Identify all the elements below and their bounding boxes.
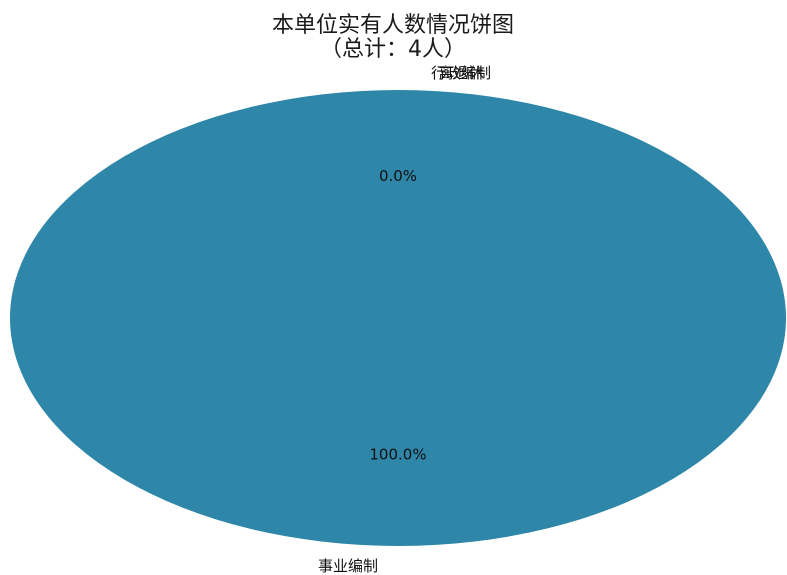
category-label-2: 离退休 <box>438 64 483 82</box>
slice-0 <box>10 90 786 546</box>
category-label-0: 事业编制 <box>318 557 378 575</box>
chart-title: 本单位实有人数情况饼图 <box>272 13 514 38</box>
pct-zero: 0.0% <box>379 167 417 185</box>
pie-slices <box>10 90 786 546</box>
chart-subtitle: （总计：4人） <box>320 37 466 62</box>
category-label-1: 行政编制 <box>431 64 491 82</box>
pct-label-0: 100.0% <box>369 445 426 463</box>
